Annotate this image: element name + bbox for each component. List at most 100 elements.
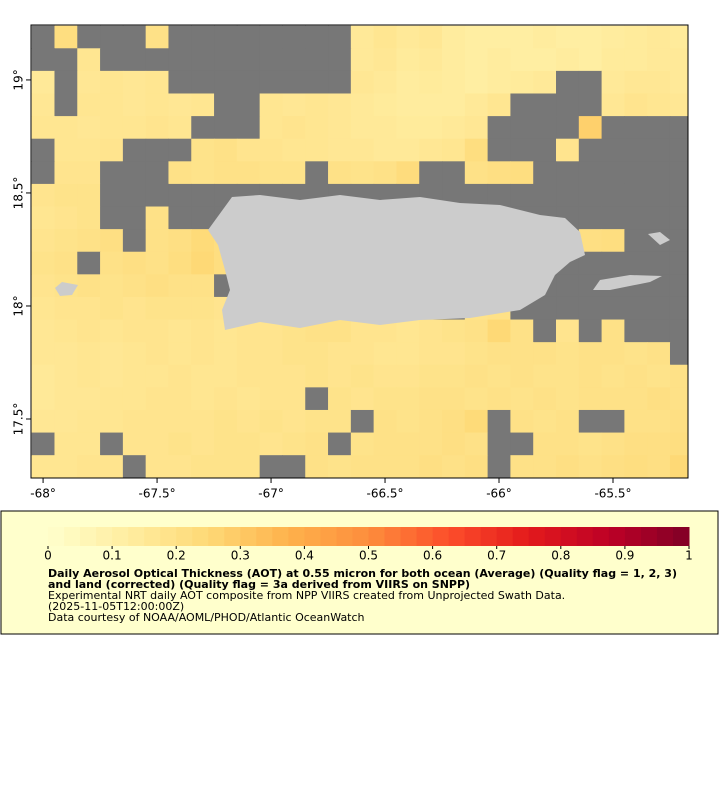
aot-cell <box>669 229 688 253</box>
aot-cell <box>122 138 147 162</box>
aot-cell <box>350 455 375 478</box>
aot-cell <box>578 296 603 321</box>
aot-cell <box>487 387 511 411</box>
aot-cell <box>669 455 688 478</box>
aot-cell <box>487 409 511 434</box>
aot-cell <box>236 409 261 434</box>
aot-cell <box>100 116 124 140</box>
colorbar-band <box>592 527 610 546</box>
aot-cell <box>54 161 78 185</box>
aot-cell <box>54 183 78 208</box>
aot-cell <box>487 183 511 208</box>
aot-cell <box>236 455 261 478</box>
aot-cell <box>305 455 329 478</box>
aot-cell <box>259 455 283 478</box>
aot-cell <box>259 409 283 434</box>
y-tick-label: 17.5° <box>12 403 26 436</box>
aot-cell <box>282 455 306 478</box>
aot-cell <box>259 25 283 49</box>
aot-cell <box>214 387 238 411</box>
aot-cell <box>191 206 215 230</box>
aot-cell <box>122 319 147 343</box>
aot-cell <box>647 116 671 140</box>
aot-cell <box>259 387 283 411</box>
aot-cell <box>510 432 534 456</box>
colorbar-band <box>272 527 289 546</box>
aot-cell <box>624 70 648 94</box>
aot-cell <box>669 319 688 343</box>
aot-cell <box>373 432 397 456</box>
aot-cell <box>31 229 55 253</box>
aot-cell <box>305 364 329 388</box>
aot-cell <box>464 183 489 208</box>
aot-cell <box>624 364 648 388</box>
aot-cell <box>100 364 124 388</box>
aot-cell <box>236 93 261 117</box>
aot-cell <box>168 387 192 411</box>
aot-cell <box>624 387 648 411</box>
aot-cell <box>191 409 215 434</box>
map-frame <box>30 24 689 479</box>
aot-cell <box>624 206 648 230</box>
colorbar-band <box>304 527 321 546</box>
aot-cell <box>31 48 55 72</box>
aot-cell <box>191 116 215 140</box>
aot-cell <box>145 319 169 343</box>
aot-cell <box>77 138 101 162</box>
colorbar-tick-label: 0.7 <box>487 549 506 563</box>
aot-cell <box>350 409 375 434</box>
aot-cell <box>510 116 534 140</box>
aot-cell <box>601 116 625 140</box>
aot-cell <box>328 319 352 343</box>
aot-cell <box>464 455 489 478</box>
aot-cell <box>31 116 55 140</box>
aot-cell <box>259 161 283 185</box>
aot-cell <box>396 161 420 185</box>
colorbar-tick-label: 0 <box>44 549 52 563</box>
aot-cell <box>624 432 648 456</box>
aot-cell <box>77 206 101 230</box>
aot-cell <box>31 161 55 185</box>
aot-cell <box>77 409 101 434</box>
aot-cell <box>54 138 78 162</box>
aot-cell <box>419 48 443 72</box>
aot-cell <box>601 387 625 411</box>
aot-cell <box>396 93 420 117</box>
x-tick-label: -68° <box>30 487 56 501</box>
aot-cell <box>578 364 603 388</box>
aot-cell <box>54 206 78 230</box>
aot-cell <box>601 93 625 117</box>
aot-cell <box>647 455 671 478</box>
aot-cell <box>487 138 511 162</box>
aot-cell <box>54 70 78 94</box>
aot-cell <box>100 296 124 321</box>
aot-cell <box>168 342 192 366</box>
aot-cell <box>122 229 147 253</box>
aot-cell <box>578 25 603 49</box>
aot-cell <box>259 48 283 72</box>
aot-cell <box>77 251 101 275</box>
aot-cell <box>191 229 215 253</box>
aot-cell <box>624 161 648 185</box>
aot-cell <box>54 229 78 253</box>
aot-cell <box>236 161 261 185</box>
aot-cell <box>350 48 375 72</box>
aot-cell <box>122 206 147 230</box>
aot-cell <box>578 70 603 94</box>
aot-cell <box>442 342 466 366</box>
aot-cell <box>100 342 124 366</box>
aot-cell <box>510 409 534 434</box>
aot-cell <box>145 274 169 298</box>
aot-cell <box>328 364 352 388</box>
aot-cell <box>77 229 101 253</box>
aot-cell <box>122 70 147 94</box>
colorbar-band <box>80 527 97 546</box>
aot-cell <box>487 319 511 343</box>
aot-cell <box>419 161 443 185</box>
aot-cell <box>464 161 489 185</box>
aot-cell <box>191 296 215 321</box>
aot-cell <box>487 364 511 388</box>
aot-cell <box>601 25 625 49</box>
aot-cell <box>100 274 124 298</box>
aot-cell <box>100 455 124 478</box>
